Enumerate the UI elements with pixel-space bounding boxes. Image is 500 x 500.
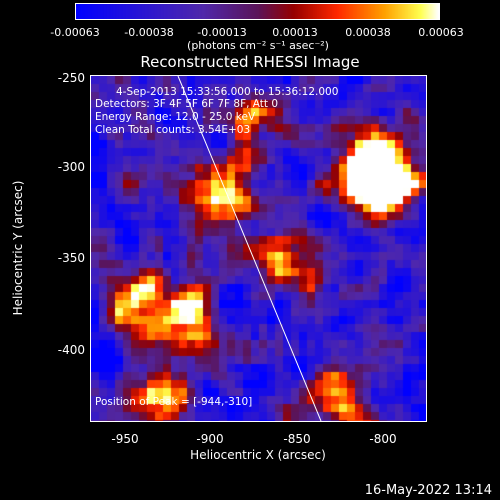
colorbar-units: (photons cm⁻² s⁻¹ asec⁻²) bbox=[187, 39, 329, 52]
annotation-peak: Position of Peak = [-944,-310] bbox=[95, 396, 253, 408]
colorbar-tick: -0.00038 bbox=[124, 26, 174, 39]
x-axis-label: Heliocentric X (arcsec) bbox=[190, 448, 326, 462]
colorbar-tick: 0.00063 bbox=[418, 26, 464, 39]
image-title: Reconstructed RHESSI Image bbox=[140, 53, 360, 71]
colorbar-tick: -0.00063 bbox=[50, 26, 100, 39]
colorbar bbox=[75, 3, 440, 20]
y-tick-label: -400 bbox=[57, 343, 85, 357]
colorbar-tick: 0.00038 bbox=[345, 26, 391, 39]
annotation-detectors: Detectors: 3F 4F 5F 6F 7F 8F, Att 0 bbox=[95, 98, 279, 110]
x-tick-label: -900 bbox=[196, 432, 224, 446]
annotation-counts: Clean Total counts: 3.54E+03 bbox=[95, 124, 251, 136]
colorbar-tick: -0.00013 bbox=[197, 26, 247, 39]
annotation-energy: Energy Range: 12.0 - 25.0 keV bbox=[95, 111, 256, 123]
y-tick-label: -250 bbox=[57, 71, 85, 85]
timestamp: 16-May-2022 13:14 bbox=[364, 483, 492, 498]
x-tick-label: -850 bbox=[283, 432, 311, 446]
y-tick-label: -300 bbox=[57, 160, 85, 174]
y-tick-label: -350 bbox=[57, 251, 85, 265]
x-tick-label: -950 bbox=[111, 432, 139, 446]
x-tick-label: -800 bbox=[369, 432, 397, 446]
heatmap-image bbox=[91, 76, 426, 421]
limb-line bbox=[177, 76, 322, 421]
y-axis-label: Heliocentric Y (arcsec) bbox=[11, 180, 25, 316]
annotation-time: 4-Sep-2013 15:33:56.000 to 15:36:12.000 bbox=[116, 86, 339, 98]
image-plot: 4-Sep-2013 15:33:56.000 to 15:36:12.000 … bbox=[90, 75, 427, 422]
colorbar-tick: 0.00013 bbox=[272, 26, 318, 39]
